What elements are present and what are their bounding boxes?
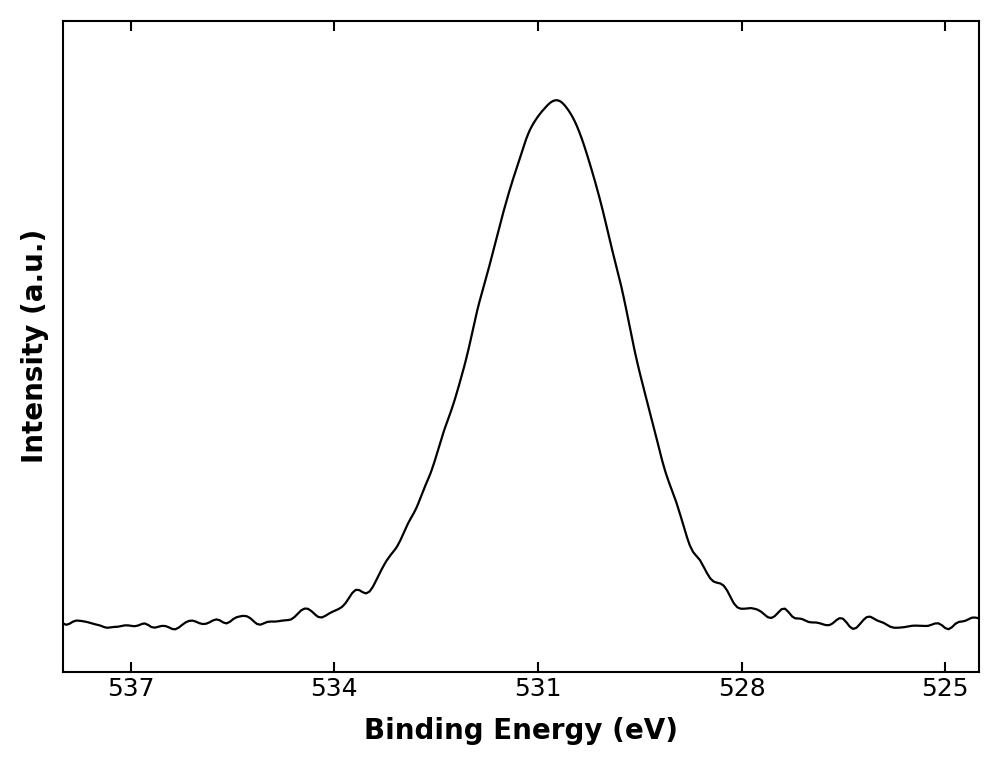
X-axis label: Binding Energy (eV): Binding Energy (eV) (364, 717, 678, 745)
Y-axis label: Intensity (a.u.): Intensity (a.u.) (21, 229, 49, 463)
